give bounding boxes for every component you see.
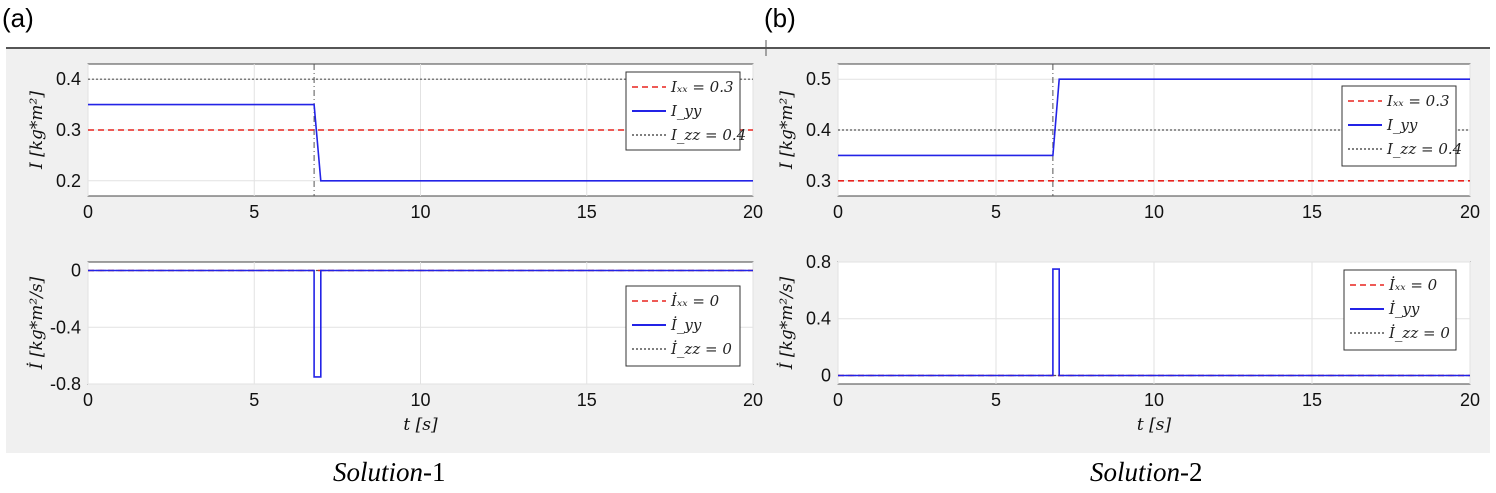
legend-label: İ_zz = 0 xyxy=(1388,324,1450,342)
y-tick-label: 0.4 xyxy=(806,120,831,140)
x-tick-label: 5 xyxy=(991,390,1001,410)
caption-a-italic: Solution xyxy=(333,457,423,487)
legend-label: Iₓₓ = 0.3 xyxy=(670,78,734,96)
x-tick-label: 20 xyxy=(743,202,763,222)
caption-b-italic: Solution xyxy=(1090,457,1180,487)
legend-label: I_zz = 0.4 xyxy=(670,126,746,144)
x-tick-label: 15 xyxy=(577,390,597,410)
legend-label: Iₓₓ = 0.3 xyxy=(1386,92,1450,110)
x-tick-label: 5 xyxy=(249,202,259,222)
legend-label: İₓₓ = 0 xyxy=(670,292,720,310)
x-tick-label: 15 xyxy=(1302,202,1322,222)
caption-a-suffix: -1 xyxy=(423,457,446,487)
x-tick-label: 0 xyxy=(833,202,843,222)
legend: Iₓₓ = 0.3 I_yy I_zz = 0.4 xyxy=(1341,85,1462,167)
y-tick-label: 0.2 xyxy=(56,171,81,191)
legend-label: İ_yy xyxy=(670,316,702,334)
series-line-blue xyxy=(88,103,753,182)
y-axis-label: İ [kg*m²/s] xyxy=(26,276,47,370)
series-line-blue xyxy=(838,268,1470,377)
x-tick-label: 5 xyxy=(249,390,259,410)
subplot-2: 0 5 10 15 20 0.3 0.4 0.5 Iₓₓ = 0.3 I_yy I_zz = 0.4… xyxy=(777,63,1480,222)
plots-layer: 0 5 10 15 20 0.2 0.3 0.4 Iₓₓ = 0.3 I_yy I_zz = 0.4… xyxy=(26,63,1480,435)
x-tick-label: 10 xyxy=(410,390,430,410)
legend: İₓₓ = 0 İ_yy İ_zz = 0 xyxy=(1343,269,1457,351)
subplot-4: 0 5 10 15 20 0 0.4 0.8 İₓₓ = 0 İ_yy İ_zz = 0 İ [kg*… xyxy=(776,252,1480,435)
legend-label: İₓₓ = 0 xyxy=(1388,276,1438,294)
legend-label: İ_zz = 0 xyxy=(670,340,732,358)
x-tick-label: 10 xyxy=(410,202,430,222)
panel-letter-a: (a) xyxy=(2,3,34,33)
y-tick-label: -0.4 xyxy=(50,317,81,337)
x-tick-label: 0 xyxy=(83,390,93,410)
series-line-blue xyxy=(838,78,1470,157)
y-axis-label: I [kg*m²] xyxy=(777,91,797,170)
subplot-3: 0 5 10 15 20 0 -0.4 -0.8 İₓₓ = 0 İ_yy İ_zz = 0 İ [k… xyxy=(26,261,763,435)
panel-letter-b: (b) xyxy=(764,3,796,33)
y-tick-label: 0.4 xyxy=(806,309,831,329)
x-tick-label: 20 xyxy=(1460,202,1480,222)
caption-b-suffix: -2 xyxy=(1180,457,1203,487)
legend-label: I_zz = 0.4 xyxy=(1386,140,1462,158)
y-tick-label: 0 xyxy=(821,365,831,385)
x-tick-label: 10 xyxy=(1144,390,1164,410)
x-tick-label: 5 xyxy=(991,202,1001,222)
legend-label: I_yy xyxy=(670,102,702,120)
legend: Iₓₓ = 0.3 I_yy I_zz = 0.4 xyxy=(625,71,746,151)
legend: İₓₓ = 0 İ_yy İ_zz = 0 xyxy=(625,285,741,367)
x-tick-label: 10 xyxy=(1144,202,1164,222)
legend-label: İ_yy xyxy=(1388,300,1420,318)
y-tick-label: 0.8 xyxy=(806,252,831,272)
series-line-blue xyxy=(88,269,753,378)
y-tick-label: 0.4 xyxy=(56,69,81,89)
x-tick-label: 20 xyxy=(743,390,763,410)
x-axis-label: t [s] xyxy=(1137,415,1172,435)
legend-label: I_yy xyxy=(1386,116,1418,134)
x-tick-label: 15 xyxy=(577,202,597,222)
x-tick-label: 15 xyxy=(1302,390,1322,410)
x-axis-label: t [s] xyxy=(403,415,438,435)
y-tick-label: 0.5 xyxy=(806,69,831,89)
x-tick-label: 0 xyxy=(833,390,843,410)
x-tick-label: 20 xyxy=(1460,390,1480,410)
y-tick-label: -0.8 xyxy=(50,374,81,394)
subplot-1: 0 5 10 15 20 0.2 0.3 0.4 Iₓₓ = 0.3 I_yy I_zz = 0.4… xyxy=(27,63,763,222)
caption-b: Solution-2 xyxy=(1090,457,1203,487)
y-tick-label: 0 xyxy=(71,261,81,281)
y-tick-label: 0.3 xyxy=(56,120,81,140)
y-axis-label: I [kg*m²] xyxy=(27,91,47,170)
y-axis-label: İ [kg*m²/s] xyxy=(776,276,797,370)
y-tick-label: 0.3 xyxy=(806,171,831,191)
x-tick-label: 0 xyxy=(83,202,93,222)
caption-a: Solution-1 xyxy=(333,457,446,487)
